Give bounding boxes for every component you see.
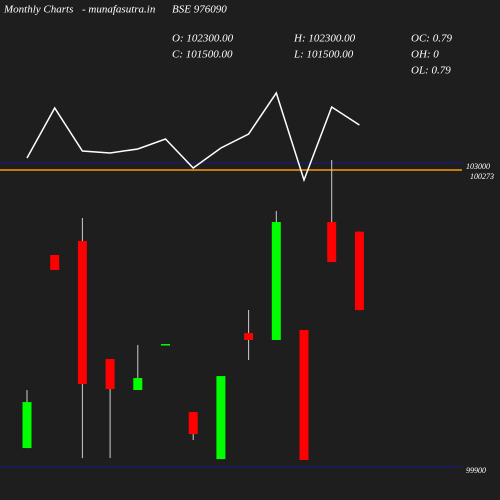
- candle-body: [50, 254, 60, 270]
- candle-body: [22, 402, 32, 449]
- candle-body: [105, 359, 115, 390]
- stat: OC: 0.79: [411, 33, 452, 45]
- symbol: BSE 976090: [172, 4, 227, 16]
- stat: OL: 0.79: [411, 65, 451, 77]
- chart-title: Monthly Charts: [3, 4, 73, 16]
- y-tick-label: 99900: [466, 466, 486, 475]
- stat: C: 101500.00: [172, 49, 233, 61]
- candle-body: [161, 344, 170, 346]
- stat: OH: 0: [411, 49, 439, 61]
- stat: H: 102300.00: [293, 33, 356, 45]
- stat: L: 101500.00: [293, 49, 354, 61]
- candle-body: [188, 412, 198, 435]
- level-label: 100273: [470, 172, 494, 181]
- source: - munafasutra.in: [82, 4, 156, 16]
- candle-body: [354, 231, 364, 311]
- candle-body: [77, 241, 87, 385]
- candle-body: [244, 333, 254, 341]
- candle-body: [133, 378, 143, 391]
- y-tick-label: 103000: [466, 162, 490, 171]
- candle-body: [299, 330, 309, 461]
- candle-body: [327, 222, 337, 263]
- line-series: [26, 91, 360, 183]
- stat: O: 102300.00: [172, 33, 234, 45]
- candle-body: [271, 222, 281, 341]
- candle-body: [216, 376, 226, 460]
